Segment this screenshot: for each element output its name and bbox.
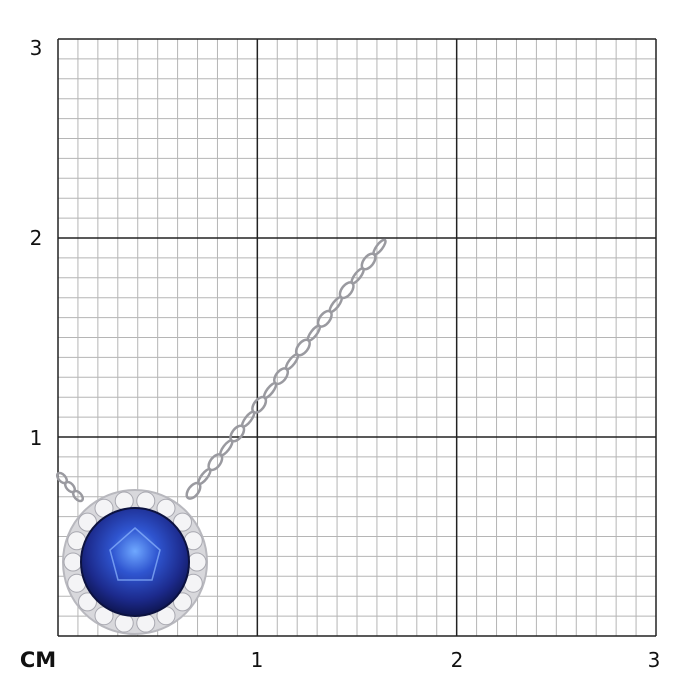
sapphire-stone: [80, 507, 190, 617]
y-tick-1: 1: [29, 426, 43, 450]
y-tick-2: 2: [29, 226, 43, 250]
diamond: [78, 512, 98, 532]
x-tick-3: 3: [647, 648, 661, 672]
pendant-image: [55, 238, 387, 635]
diamond: [172, 592, 192, 612]
x-tick-1: 1: [250, 648, 264, 672]
chain-link: [372, 238, 387, 256]
stone-facet: [109, 527, 161, 581]
diamond: [78, 592, 98, 612]
x-tick-2: 2: [450, 648, 464, 672]
diamond: [187, 552, 207, 572]
chain-link: [71, 489, 85, 503]
unit-label: CM: [19, 648, 57, 672]
diamond: [63, 552, 83, 572]
y-tick-3: 3: [29, 36, 43, 60]
diamond: [172, 512, 192, 532]
